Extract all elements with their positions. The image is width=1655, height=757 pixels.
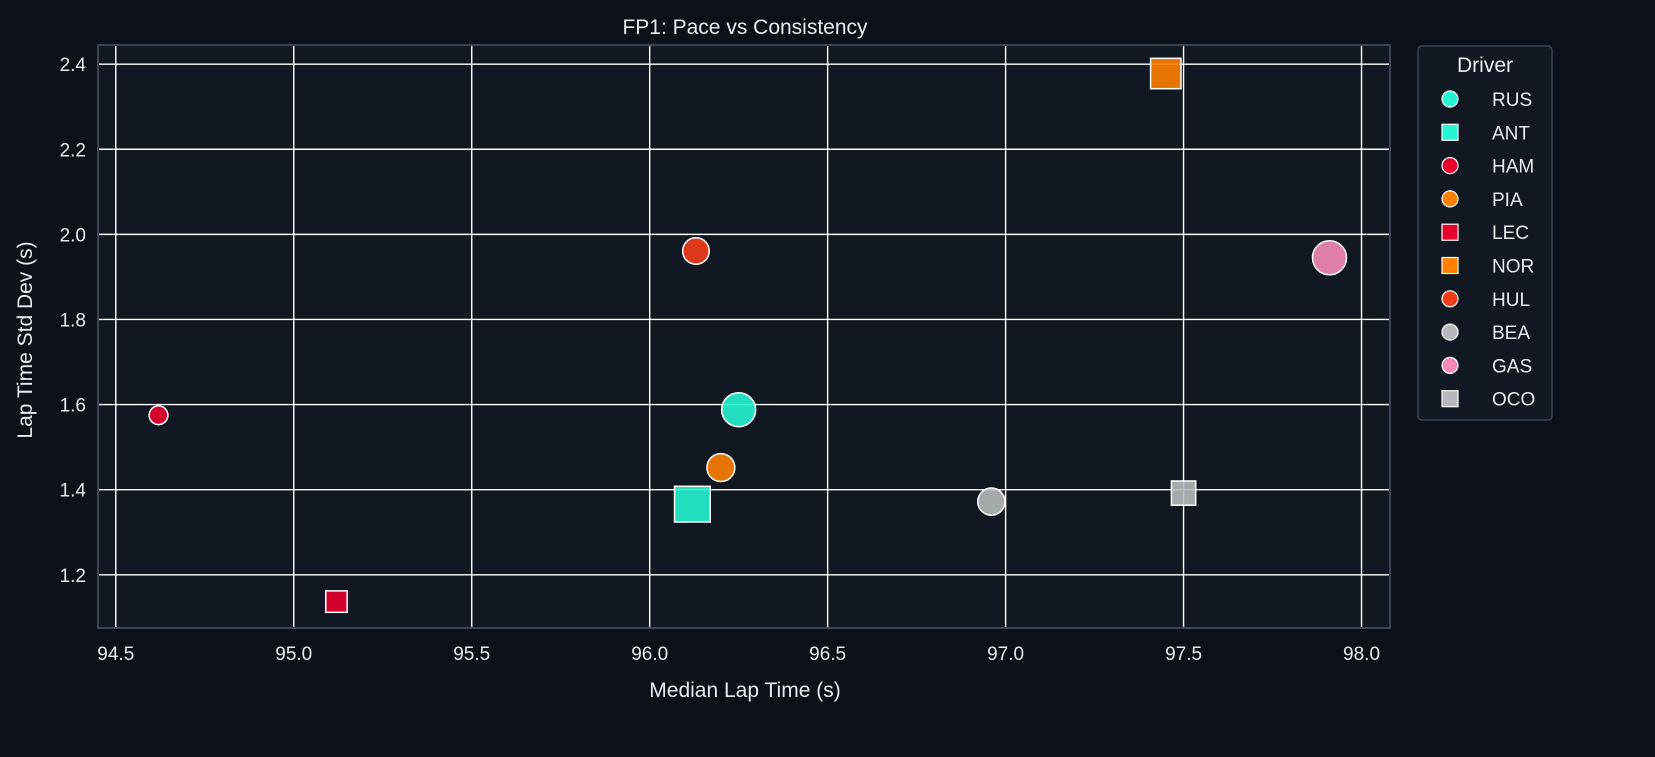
- plot-area: [98, 45, 1390, 628]
- data-markers: [148, 57, 1348, 614]
- x-tick-label: 95.5: [453, 644, 490, 665]
- data-point-hul: [681, 236, 710, 265]
- legend-marker-oco: [1441, 390, 1459, 408]
- chart-title: FP1: Pace vs Consistency: [622, 16, 868, 39]
- data-point-ant: [673, 485, 711, 523]
- legend-items: RUS ANT HAM PIA LEC NOR HUL BEA GAS OCO: [1441, 90, 1535, 411]
- legend-label-rus: RUS: [1492, 90, 1532, 111]
- legend-label-oco: OCO: [1492, 390, 1535, 411]
- y-tick-label: 1.6: [60, 396, 86, 417]
- legend-label-pia: PIA: [1492, 190, 1523, 211]
- data-point-pia: [706, 452, 736, 483]
- y-tick-label: 1.8: [60, 310, 86, 331]
- x-tick-label: 98.0: [1343, 644, 1380, 665]
- axes-border: [97, 44, 1391, 629]
- x-tick-label: 96.0: [631, 644, 668, 665]
- y-tick-label: 1.2: [60, 566, 86, 587]
- legend-label-bea: BEA: [1492, 323, 1530, 344]
- data-point-nor: [1149, 57, 1182, 90]
- legend-marker-ham: [1441, 157, 1459, 175]
- data-point-bea: [977, 487, 1006, 516]
- x-axis-label: Median Lap Time (s): [649, 679, 840, 702]
- data-point-gas: [1311, 240, 1348, 276]
- legend-marker-lec: [1441, 223, 1459, 241]
- y-tick-label: 2.2: [60, 140, 86, 161]
- x-tick-label: 94.5: [97, 644, 134, 665]
- y-tick-label: 1.4: [60, 481, 87, 502]
- data-point-oco: [1170, 480, 1197, 506]
- y-tick-label: 2.0: [60, 225, 86, 246]
- data-point-ham: [148, 405, 169, 426]
- legend-label-ant: ANT: [1492, 123, 1530, 144]
- x-axis-ticks: 94.5 95.0 95.5 96.0 96.5 97.0 97.5 98.0: [97, 644, 1380, 665]
- legend-label-nor: NOR: [1492, 257, 1534, 278]
- legend-marker-nor: [1441, 256, 1459, 275]
- legend-label-gas: GAS: [1492, 356, 1532, 377]
- legend-label-ham: HAM: [1492, 157, 1534, 178]
- y-axis-ticks: 1.2 1.4 1.6 1.8 2.0 2.2 2.4: [60, 55, 87, 587]
- legend-title: Driver: [1457, 54, 1513, 77]
- x-tick-label: 97.0: [987, 644, 1024, 665]
- legend-marker-bea: [1441, 323, 1459, 341]
- legend-marker-hul: [1441, 290, 1459, 308]
- data-point-lec: [325, 590, 348, 614]
- data-point-rus: [720, 391, 757, 428]
- legend-marker-pia: [1441, 190, 1459, 208]
- legend-marker-rus: [1441, 90, 1459, 108]
- y-axis-label: Lap Time Std Dev (s): [14, 241, 37, 438]
- legend-marker-ant: [1441, 123, 1459, 141]
- legend-label-lec: LEC: [1492, 223, 1529, 244]
- x-tick-label: 97.5: [1165, 644, 1202, 665]
- legend: Driver RUS ANT HAM PIA LEC NOR HUL BEA GAS OCO: [1417, 45, 1553, 421]
- x-tick-label: 96.5: [809, 644, 846, 665]
- legend-marker-gas: [1441, 356, 1459, 374]
- x-tick-label: 95.0: [275, 644, 312, 665]
- y-tick-label: 2.4: [60, 55, 87, 76]
- legend-label-hul: HUL: [1492, 290, 1530, 311]
